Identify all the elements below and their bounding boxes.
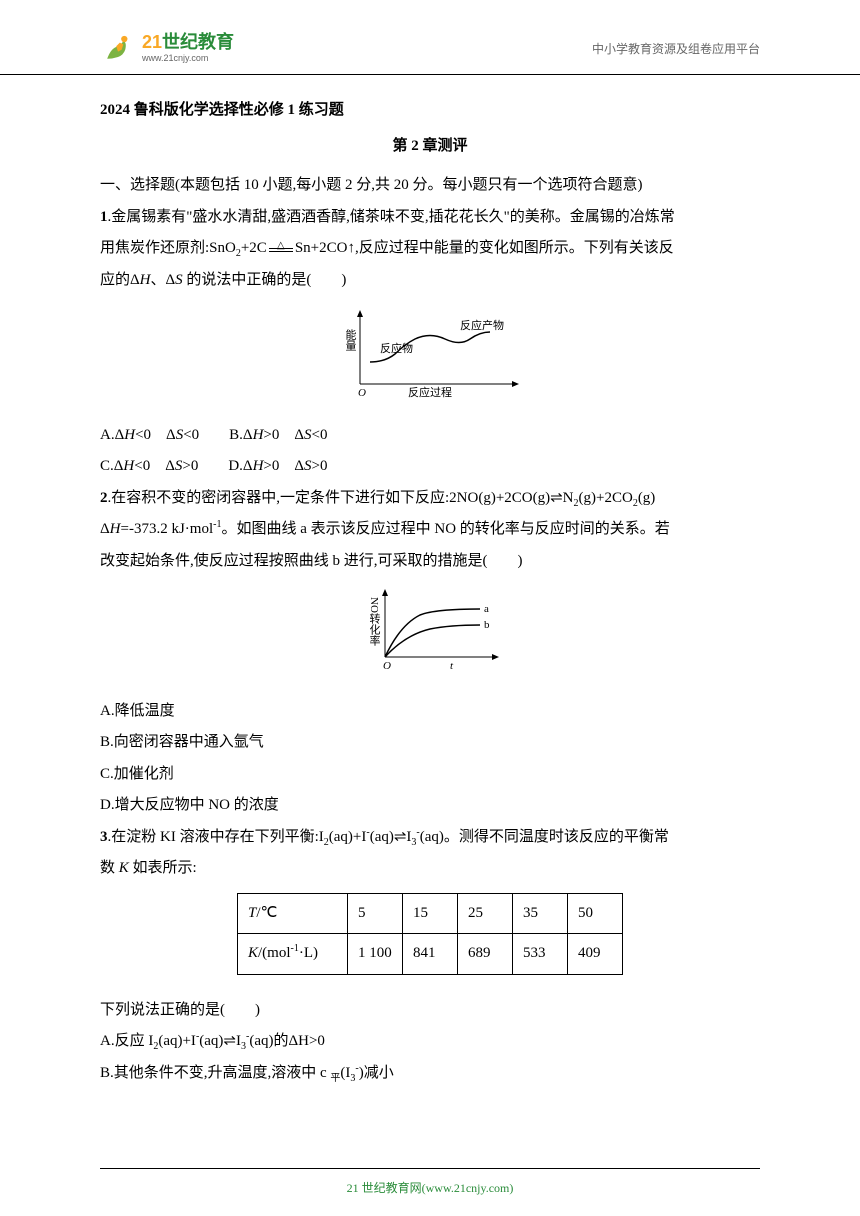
- q1-t3b: 、Δ: [151, 272, 176, 288]
- table-cell: 5: [348, 893, 403, 934]
- table-row: T/℃ 5 15 25 35 50: [238, 893, 623, 934]
- logo-prefix: 21: [142, 32, 162, 52]
- svg-text:能量: 能量: [344, 328, 357, 351]
- table-cell: 50: [568, 893, 623, 934]
- section-1-heading: 一、选择题(本题包括 10 小题,每小题 2 分,共 20 分。每小题只有一个选…: [100, 170, 760, 202]
- q1-t2b: +2C: [241, 240, 267, 256]
- q3-t1: .在淀粉 KI 溶液中存在下列平衡:I: [108, 829, 324, 845]
- logo: 21世纪教育 www.21cnjy.com: [100, 30, 234, 66]
- q3-opt-a: A.反应 I2(aq)+I-(aq)⇌I3-(aq)的ΔH>0: [100, 1026, 760, 1058]
- q2-opt-a: A.降低温度: [100, 696, 760, 728]
- svg-text:O: O: [383, 660, 391, 672]
- q2-chart: NO转化率 O t a b: [100, 585, 760, 688]
- q1-options-row2: C.ΔH<0 ΔS>0 D.ΔH>0 ΔS>0: [100, 451, 760, 483]
- q2-t2: (g)+2CO: [579, 490, 633, 506]
- table-cell: 15: [403, 893, 458, 934]
- svg-text:NO转化率: NO转化率: [368, 597, 381, 647]
- svg-text:b: b: [484, 619, 490, 631]
- table-cell: K/(mol-1·L): [238, 934, 348, 975]
- svg-text:反应过程: 反应过程: [408, 385, 452, 399]
- question-2-line3: 改变起始条件,使反应过程按照曲线 b 进行,可采取的措施是( ): [100, 546, 760, 578]
- q1-number: 1: [100, 209, 108, 225]
- table-cell: 25: [458, 893, 513, 934]
- svg-text:反应物: 反应物: [380, 341, 413, 355]
- main-title: 2024 鲁科版化学选择性必修 1 练习题: [100, 95, 760, 127]
- svg-text:O: O: [358, 387, 366, 399]
- table-cell: 841: [403, 934, 458, 975]
- q1-t3a: 应的Δ: [100, 272, 140, 288]
- q3-opt-b: B.其他条件不变,升高温度,溶液中 c 平(I3-)减小: [100, 1058, 760, 1090]
- q1-options-row1: A.ΔH<0 ΔS<0 B.ΔH>0 ΔS<0: [100, 420, 760, 452]
- table-cell: T/℃: [238, 893, 348, 934]
- page-header: 21世纪教育 www.21cnjy.com 中小学教育资源及组卷应用平台: [0, 0, 860, 75]
- question-3-line2: 数 K 如表所示:: [100, 853, 760, 885]
- q1-line1: .金属锡素有"盛水水清甜,盛酒酒香醇,储茶味不变,插花花长久"的美称。金属锡的冶…: [108, 209, 675, 225]
- header-right-text: 中小学教育资源及组卷应用平台: [592, 40, 760, 57]
- svg-text:反应产物: 反应产物: [460, 318, 504, 332]
- q2-t3: (g): [638, 490, 656, 506]
- question-1-line2: 用焦炭作还原剂:SnO2+2C△Sn+2CO↑,反应过程中能量的变化如图所示。下…: [100, 233, 760, 265]
- logo-runner-icon: [100, 30, 136, 66]
- table-cell: 409: [568, 934, 623, 975]
- logo-main-text: 世纪教育: [162, 32, 234, 52]
- q2-opt-c: C.加催化剂: [100, 759, 760, 791]
- q3-t2: (aq)+I: [329, 829, 367, 845]
- logo-url: www.21cnjy.com: [142, 53, 234, 63]
- svg-text:a: a: [484, 603, 489, 615]
- q3-t3: (aq)⇌I: [370, 829, 412, 845]
- q3-table: T/℃ 5 15 25 35 50 K/(mol-1·L) 1 100 841 …: [237, 893, 623, 975]
- q1-t3c: 的说法中正确的是( ): [183, 272, 347, 288]
- table-cell: 533: [513, 934, 568, 975]
- table-cell: 689: [458, 934, 513, 975]
- q3-prompt: 下列说法正确的是( ): [100, 995, 760, 1027]
- q3-number: 3: [100, 829, 108, 845]
- question-1: 1.金属锡素有"盛水水清甜,盛酒酒香醇,储茶味不变,插花花长久"的美称。金属锡的…: [100, 202, 760, 234]
- sub-title: 第 2 章测评: [100, 131, 760, 163]
- q2-t5: 。如图曲线 a 表示该反应过程中 NO 的转化率与反应时间的关系。若: [221, 521, 669, 537]
- table-row: K/(mol-1·L) 1 100 841 689 533 409: [238, 934, 623, 975]
- question-3: 3.在淀粉 KI 溶液中存在下列平衡:I2(aq)+I-(aq)⇌I3-(aq)…: [100, 822, 760, 854]
- table-cell: 1 100: [348, 934, 403, 975]
- q2-t6: 改变起始条件,使反应过程按照曲线 b 进行,可采取的措施是( ): [100, 553, 523, 569]
- q3-t4: (aq)。测得不同温度时该反应的平衡常: [420, 829, 669, 845]
- question-2-line2: ΔH=-373.2 kJ·mol-1。如图曲线 a 表示该反应过程中 NO 的转…: [100, 514, 760, 546]
- page-footer: 21 世纪教育网(www.21cnjy.com): [100, 1168, 760, 1196]
- q1-chart: 能量 O 反应过程 反应物 反应产物: [100, 304, 760, 412]
- svg-text:t: t: [450, 660, 454, 672]
- content-area: 2024 鲁科版化学选择性必修 1 练习题 第 2 章测评 一、选择题(本题包括…: [0, 95, 860, 1089]
- question-2: 2.在容积不变的密闭容器中,一定条件下进行如下反应:2NO(g)+2CO(g)⇌…: [100, 483, 760, 515]
- q2-t1: .在容积不变的密闭容器中,一定条件下进行如下反应:2NO(g)+2CO(g)⇌N: [108, 490, 574, 506]
- q2-opt-d: D.增大反应物中 NO 的浓度: [100, 790, 760, 822]
- question-1-line3: 应的ΔH、ΔS 的说法中正确的是( ): [100, 265, 760, 297]
- table-cell: 35: [513, 893, 568, 934]
- q2-number: 2: [100, 490, 108, 506]
- q2-opt-b: B.向密闭容器中通入氩气: [100, 727, 760, 759]
- q1-t2a: 用焦炭作还原剂:SnO: [100, 240, 236, 256]
- q1-t2c: Sn+2CO↑,反应过程中能量的变化如图所示。下列有关该反: [295, 240, 674, 256]
